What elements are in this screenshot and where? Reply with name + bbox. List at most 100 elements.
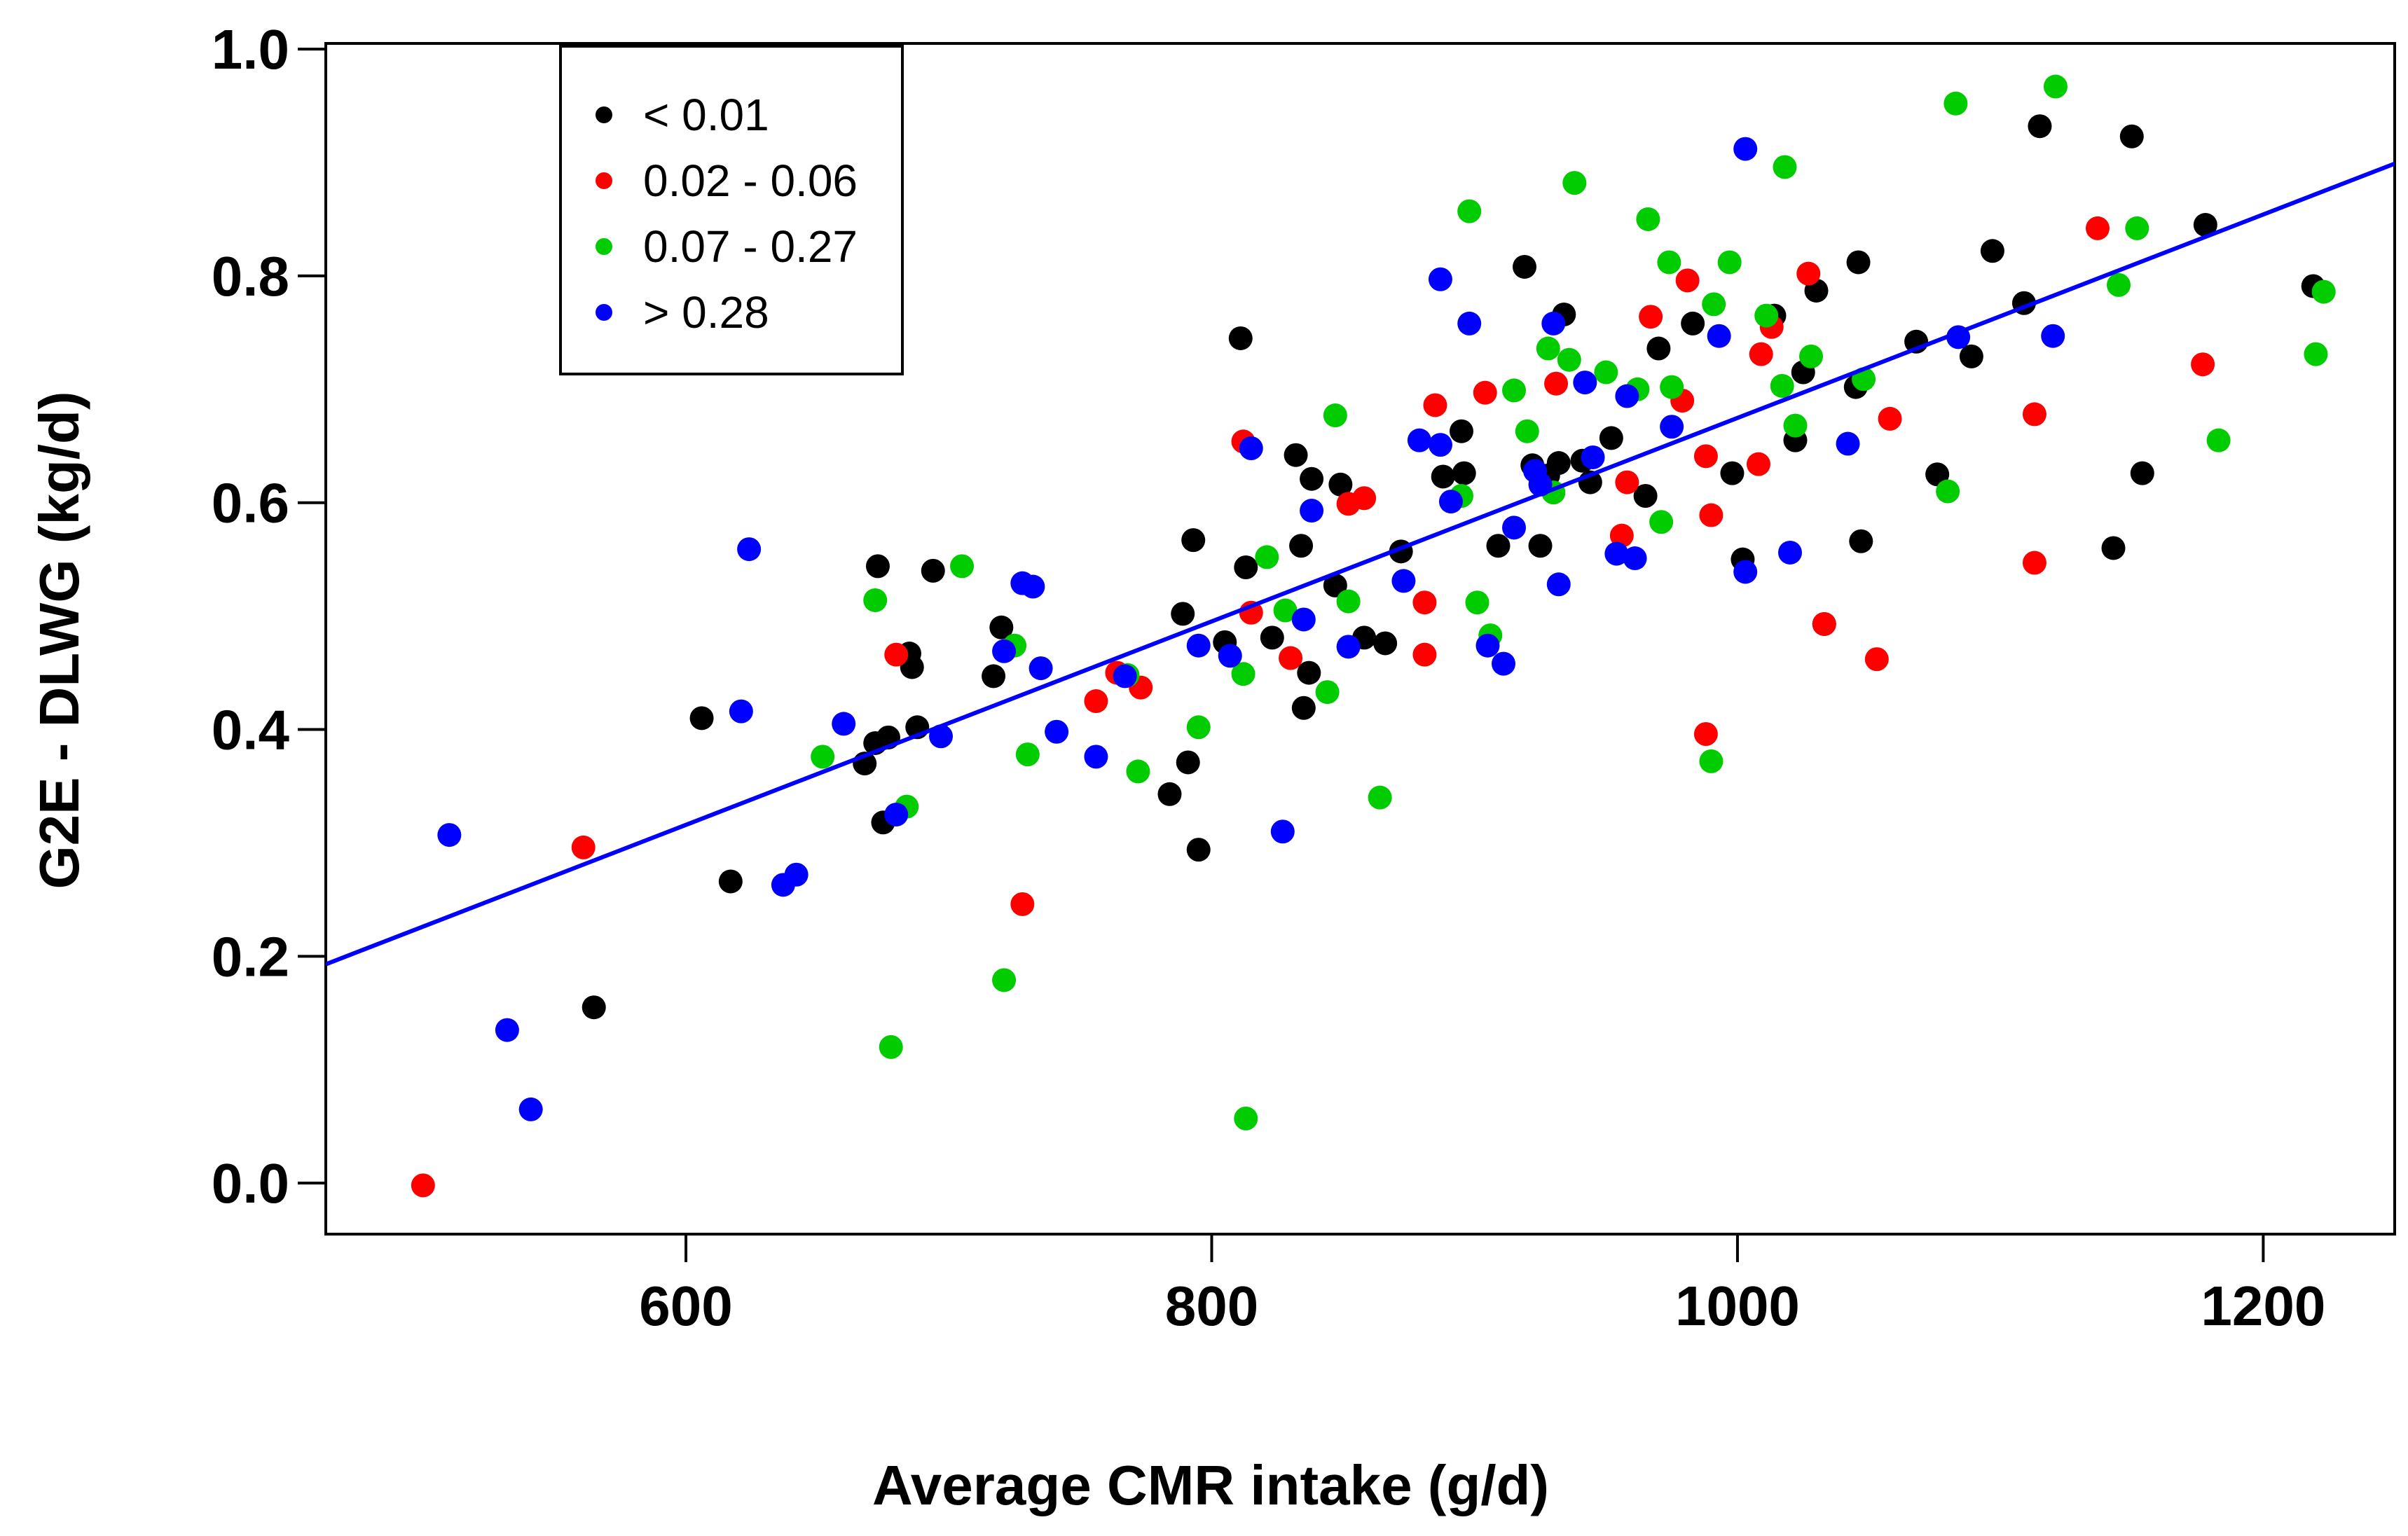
data-point [1491, 651, 1515, 676]
data-point [1660, 375, 1684, 399]
legend-marker [596, 106, 612, 123]
data-point [989, 615, 1014, 639]
data-point [1428, 267, 1452, 291]
data-point [1431, 464, 1455, 489]
data-point [1231, 662, 1255, 686]
data-point [2119, 124, 2144, 148]
data-point [1878, 406, 1902, 431]
plot-area-frame [324, 42, 2396, 1236]
data-point [571, 835, 596, 859]
data-point [1473, 380, 1497, 405]
data-point [1528, 534, 1553, 558]
data-point [1675, 268, 1700, 293]
data-point [1084, 745, 1108, 769]
data-point [1084, 689, 1108, 714]
data-point [1609, 523, 1634, 548]
y-tick-label: 0.0 [212, 1152, 289, 1215]
data-point [1475, 633, 1500, 658]
data-point [1391, 569, 1416, 593]
data-point [1423, 393, 1447, 417]
data-point [832, 712, 856, 736]
data-point [1812, 611, 1836, 636]
data-point [1639, 305, 1663, 329]
data-point [1720, 461, 1745, 485]
data-point [1412, 642, 1437, 667]
data-point [1846, 250, 1871, 275]
y-tick-label: 0.6 [212, 472, 289, 534]
data-point [2085, 216, 2110, 240]
x-tick-label: 1200 [2201, 1275, 2325, 1337]
data-point [2311, 279, 2336, 304]
data-point [1515, 419, 1539, 443]
data-point [2107, 272, 2131, 297]
data-point [1646, 336, 1671, 361]
data-point [1045, 719, 1069, 744]
legend-label: 0.07 - 0.27 [643, 221, 858, 272]
data-point [1315, 680, 1340, 705]
data-point [1260, 625, 1284, 650]
data-point [1502, 516, 1527, 540]
regression-line-group [326, 161, 2395, 967]
data-point [1234, 1106, 1258, 1130]
data-point [582, 995, 606, 1020]
data-point [1465, 590, 1489, 615]
data-point [1270, 819, 1295, 844]
data-point [1486, 534, 1511, 558]
y-axis-title: G2E - DLWG (kg/d) [28, 391, 90, 889]
data-point [1536, 336, 1560, 361]
data-point [2041, 324, 2065, 348]
data-point [1176, 750, 1200, 775]
data-point [1699, 749, 1724, 773]
data-point [1284, 443, 1308, 467]
x-tick-label: 600 [639, 1275, 732, 1337]
data-point [437, 823, 462, 847]
legend-label: > 0.28 [643, 287, 769, 338]
x-axis-title: Average CMR intake (g/d) [872, 1454, 1549, 1516]
data-point [1010, 892, 1035, 916]
data-point [1502, 378, 1527, 403]
y-tick-label: 0.8 [212, 245, 289, 307]
x-axis: 600 800 1000 1200 [639, 1234, 2325, 1337]
data-point [1300, 499, 1324, 523]
data-point [1157, 782, 1182, 806]
data-point [1615, 384, 1639, 408]
data-point [1681, 311, 1705, 335]
data-point [1581, 445, 1605, 469]
data-point [1407, 428, 1431, 452]
data-point [1336, 635, 1361, 659]
data-point [1336, 589, 1361, 614]
data-point [1925, 462, 1950, 487]
y-tick-label: 0.4 [212, 699, 290, 761]
data-point [1754, 303, 1779, 328]
data-point [1171, 602, 1195, 626]
data-point [1297, 660, 1321, 685]
data-point [1323, 403, 1347, 428]
data-point [1015, 742, 1040, 767]
data-point [718, 869, 743, 894]
data-point [1291, 696, 1316, 720]
data-point [1849, 529, 1873, 553]
data-point [1218, 644, 1242, 668]
y-axis: 0.0 0.2 0.4 0.6 0.8 1.0 [212, 18, 326, 1215]
data-point [1864, 647, 1889, 672]
regression-line [326, 161, 2395, 967]
data-point [921, 558, 945, 583]
data-point [884, 802, 909, 826]
data-point [1702, 292, 1726, 317]
data-point [1234, 555, 1258, 579]
data-point [1291, 607, 1316, 632]
data-point [2022, 402, 2046, 427]
data-point [1021, 574, 1045, 599]
data-point [1717, 250, 1742, 275]
data-point [1773, 155, 1797, 179]
data-point [2193, 213, 2217, 237]
data-point [1604, 541, 1629, 566]
data-point [1943, 91, 1968, 116]
data-point [2206, 428, 2231, 452]
data-point [737, 537, 762, 562]
legend-box [559, 45, 904, 375]
data-point [1733, 137, 1758, 161]
data-point [863, 588, 888, 612]
data-point [992, 639, 1017, 663]
data-point [1783, 413, 1808, 438]
